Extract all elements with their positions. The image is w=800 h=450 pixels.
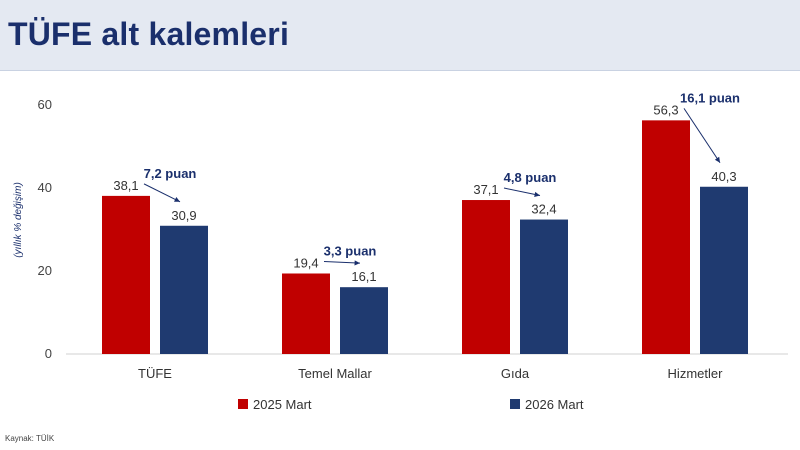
data-label-2026: 16,1 — [351, 269, 376, 284]
bar-2026-0 — [160, 225, 208, 354]
bar-2025-0 — [102, 195, 150, 354]
x-tick-label: Temel Mallar — [298, 366, 372, 381]
change-annotation: 16,1 puan — [680, 90, 740, 105]
change-arrow-head — [174, 197, 180, 202]
change-arrow-head — [534, 191, 540, 197]
y-tick-label: 40 — [38, 180, 52, 195]
change-arrow-line — [683, 108, 721, 164]
change-annotation: 7,2 puan — [144, 166, 197, 181]
data-label-2025: 19,4 — [293, 255, 318, 270]
data-label-2026: 40,3 — [711, 169, 736, 184]
data-label-2026: 30,9 — [171, 208, 196, 223]
change-arrow-line — [143, 183, 181, 203]
bar-2025-2 — [462, 200, 510, 354]
change-annotation: 4,8 puan — [504, 170, 557, 185]
data-label-2025: 56,3 — [653, 102, 678, 117]
change-arrow-head — [354, 260, 360, 266]
legend-label-2026: 2026 Mart — [525, 397, 584, 412]
legend-label-2025: 2025 Mart — [253, 397, 312, 412]
bar-2026-1 — [340, 287, 388, 354]
legend-swatch-2025 — [238, 399, 248, 409]
change-annotation: 3,3 puan — [324, 243, 377, 258]
y-tick-label: 20 — [38, 263, 52, 278]
bar-2025-1 — [282, 273, 330, 354]
bar-2025-3 — [642, 120, 690, 354]
y-tick-label: 60 — [38, 97, 52, 112]
header-bar: TÜFE alt kalemleri — [0, 0, 800, 71]
page-title: TÜFE alt kalemleri — [8, 16, 290, 52]
data-label-2025: 38,1 — [113, 178, 138, 193]
x-tick-label: TÜFE — [138, 366, 172, 381]
data-label-2025: 37,1 — [473, 182, 498, 197]
x-tick-label: Gıda — [501, 366, 530, 381]
x-tick-label: Hizmetler — [668, 366, 724, 381]
change-arrow-line — [323, 260, 361, 264]
y-tick-label: 0 — [45, 346, 52, 361]
legend-swatch-2026 — [510, 399, 520, 409]
change-arrow-line — [503, 187, 541, 197]
bar-2026-3 — [700, 186, 748, 354]
bar-2026-2 — [520, 219, 568, 354]
y-axis-label: (yıllık % değişim) — [13, 182, 24, 258]
data-label-2026: 32,4 — [531, 202, 556, 217]
source-note: Kaynak: TÜİK — [5, 434, 55, 443]
change-arrow-head — [714, 156, 720, 163]
